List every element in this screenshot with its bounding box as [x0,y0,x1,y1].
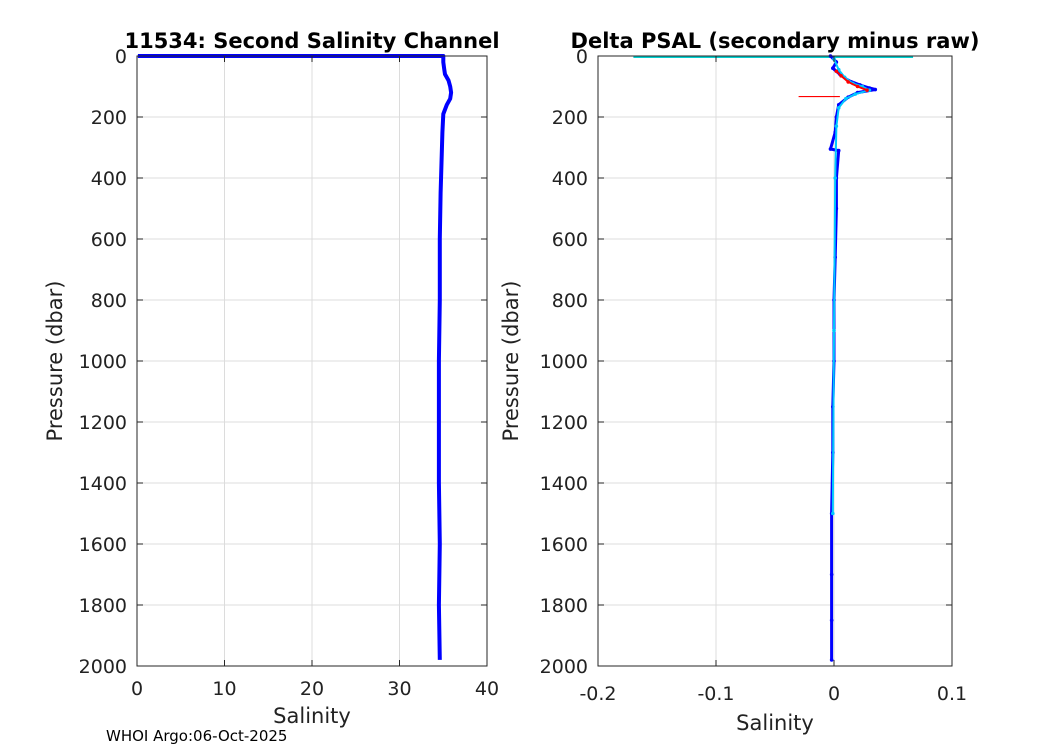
salinity-profile-x-tick-label: 20 [300,678,324,700]
salinity-profile-y-tick-label: 1400 [79,473,127,495]
delta-psal-data-point [844,96,848,101]
salinity-profile-x-tick-label: 10 [212,678,236,700]
delta-psal-y-axis-label: Pressure (dbar) [499,281,523,442]
delta-psal-y-tick-label: 1200 [540,412,588,434]
delta-psal-x-tick-label: 0.1 [937,683,967,705]
delta-psal-y-tick-label: 1400 [540,473,588,495]
delta-psal-panel: Delta PSAL (secondary minus raw) -0.2 -0.… [499,29,979,735]
delta-psal-x-axis-label: Salinity [736,711,814,735]
delta-psal-data-point [829,658,834,662]
salinity-profile-y-tick-label: 600 [91,229,127,251]
delta-psal-y-tick-label: 0 [576,46,588,68]
salinity-profile-x-axis-label: Salinity [273,704,351,728]
delta-psal-data-point [832,328,836,333]
delta-psal-y-tick-label: 2000 [540,656,588,678]
delta-psal-y-tick-label: 1800 [540,595,588,617]
delta-psal-data-point [829,618,834,623]
salinity-profile-y-tick-label: 1000 [79,351,127,373]
salinity-profile-ticks: 0 10 20 30 400200400600800100012001400160018… [79,46,499,700]
delta-psal-data-point [833,176,837,180]
delta-psal-data-point [836,106,841,110]
delta-psal-x-tick-label: 0 [828,683,840,705]
delta-psal-data-point [828,147,833,151]
delta-psal-y-tick-label: 400 [552,168,588,190]
salinity-profile-y-tick-label: 1600 [79,534,127,556]
delta-psal-plot-area [633,54,914,662]
salinity-profile-series-line [137,54,454,660]
delta-psal-title: Delta PSAL (secondary minus raw) [571,29,980,53]
salinity-profile-plot-area [137,54,454,660]
delta-psal-ticks: -0.2 -0.1 0 0.1 0 200 400 600 800 1000 1200 1400 160… [540,46,967,705]
salinity-profile-x-tick-label: 40 [475,678,499,700]
delta-psal-y-tick-label: 1600 [540,534,588,556]
salinity-profile-grid [136,55,488,667]
salinity-profile-y-tick-label: 0 [115,46,127,68]
delta-psal-data-point [836,148,841,153]
salinity-profile-y-tick-label: 200 [91,107,127,129]
delta-psal-data-point [853,92,858,96]
salinity-profile-y-tick-label: 800 [91,290,127,312]
delta-psal-y-tick-label: 1000 [540,351,588,373]
delta-psal-y-tick-label: 800 [552,290,588,312]
delta-psal-data-point [873,87,878,92]
delta-psal-data-point [834,69,839,74]
salinity-profile-x-tick-label: 0 [131,678,143,700]
delta-psal-y-tick-label: 600 [552,229,588,251]
salinity-profile-x-tick-label: 30 [387,678,411,700]
delta-psal-x-tick-label: -0.1 [697,683,734,705]
footer-stamp: WHOI Argo:06-Oct-2025 [106,727,287,745]
delta-psal-data-point [834,124,839,128]
delta-psal-data-point [839,74,843,78]
delta-psal-data-point [846,80,850,84]
salinity-profile-title: 11534: Second Salinity Channel [124,29,499,53]
salinity-profile-y-tick-label: 1200 [79,412,127,434]
delta-psal-x-tick-label: -0.2 [579,683,616,705]
delta-psal-data-point [831,511,835,516]
salinity-profile-panel: 11534: Second Salinity Channel 0 10 20 30 40… [43,29,500,728]
salinity-profile-y-tick-label: 2000 [79,656,127,678]
delta-psal-data-point [829,572,834,577]
delta-psal-y-tick-label: 200 [552,107,588,129]
salinity-profile-y-axis-label: Pressure (dbar) [43,281,67,442]
delta-psal-data-point [865,88,869,92]
delta-psal-data-point [831,66,835,70]
salinity-profile-y-tick-label: 1800 [79,595,127,617]
salinity-profile-y-tick-label: 400 [91,168,127,190]
delta-psal-data-point [855,84,860,89]
